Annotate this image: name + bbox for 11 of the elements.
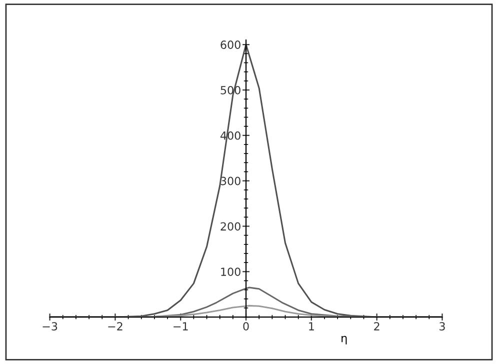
x-tick-label: 1 <box>309 322 314 330</box>
x-tick-label: 2 <box>374 322 380 330</box>
x-tick-label: −3 <box>42 322 58 331</box>
y-tick-label: 200 <box>220 222 240 231</box>
y-tick-label: 600 <box>220 40 240 49</box>
x-tick-label: 3 <box>440 322 445 331</box>
y-tick-label: 100 <box>221 268 240 276</box>
x-axis-title: η <box>342 336 347 344</box>
x-tick-label: −1 <box>174 322 188 330</box>
x-tick-label: 0 <box>243 322 249 331</box>
x-tick-label: −2 <box>108 322 122 330</box>
